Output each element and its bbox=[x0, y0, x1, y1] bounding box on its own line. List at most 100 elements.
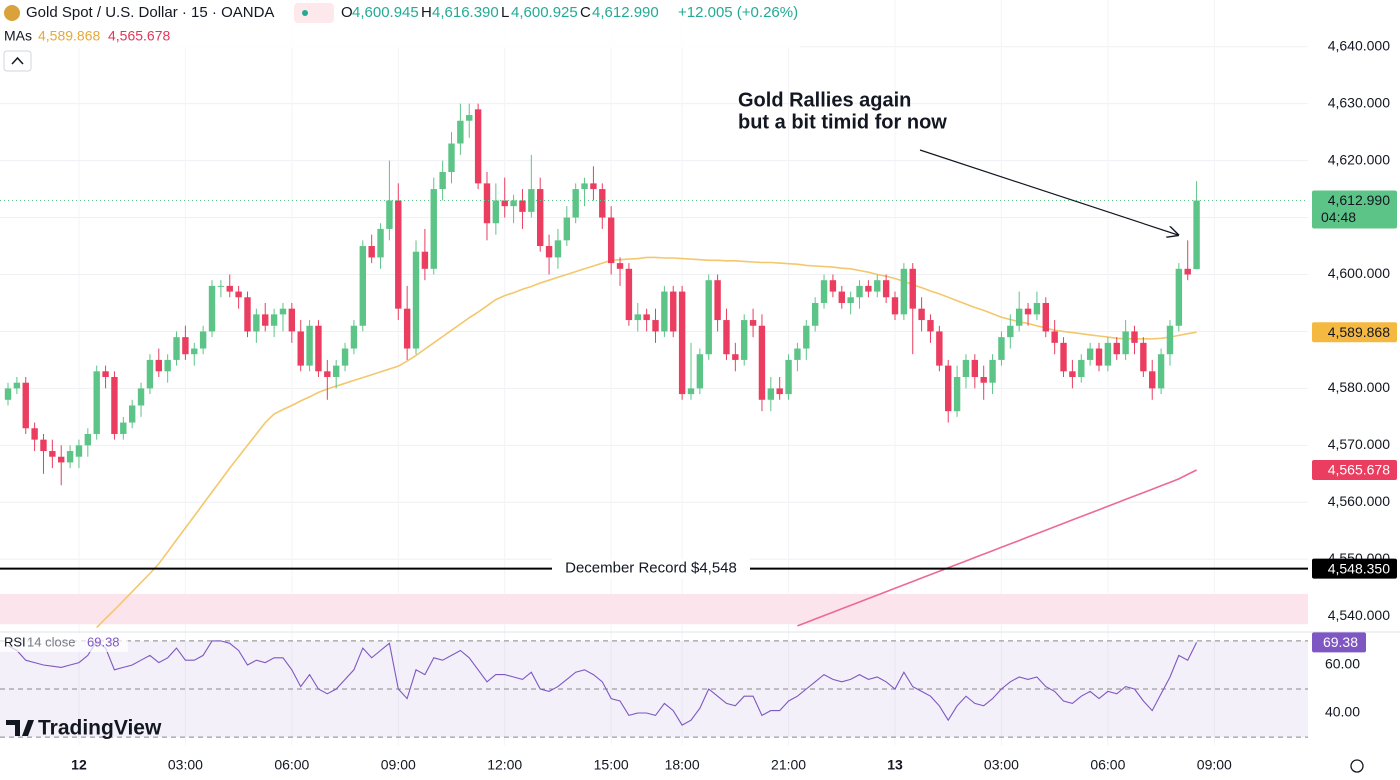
candle-body bbox=[253, 314, 260, 332]
candle-body bbox=[581, 183, 588, 190]
candle-body bbox=[324, 371, 331, 378]
candle-body bbox=[279, 308, 287, 315]
candle-body bbox=[13, 382, 21, 389]
candle-body bbox=[838, 291, 845, 303]
candle-body bbox=[572, 189, 579, 218]
candle-body bbox=[466, 115, 473, 121]
y-tick-label: 4,640.000 bbox=[1328, 37, 1390, 53]
price-tag-label: 4,565.678 bbox=[1328, 462, 1390, 478]
rsi-legend-bg bbox=[0, 634, 128, 652]
candle-body bbox=[217, 285, 225, 287]
rsi-tick-label: 40.00 bbox=[1325, 704, 1360, 720]
candle-body bbox=[297, 331, 304, 366]
candle-body bbox=[1033, 302, 1041, 315]
candle-body bbox=[40, 439, 47, 452]
symbol-title[interactable]: Gold Spot / U.S. Dollar · 15 · OANDA bbox=[26, 4, 274, 21]
candle-body bbox=[962, 359, 970, 378]
status-dot bbox=[302, 10, 308, 16]
candle-body bbox=[66, 451, 74, 463]
open-key: O bbox=[341, 4, 353, 21]
x-tick-label: 03:00 bbox=[168, 757, 203, 773]
collapse-icon bbox=[11, 56, 24, 65]
y-tick-label: 4,560.000 bbox=[1328, 493, 1390, 509]
candle-body bbox=[927, 320, 934, 332]
rsi-params: 14 close bbox=[27, 634, 75, 649]
price-tag bbox=[1312, 459, 1397, 480]
candle-body bbox=[430, 189, 437, 269]
candle-body bbox=[137, 388, 145, 406]
candle-body bbox=[847, 297, 854, 303]
record-label: December Record $4,548 bbox=[565, 560, 737, 577]
candle-body bbox=[989, 359, 996, 383]
candle-body bbox=[882, 280, 890, 298]
candle-body bbox=[1078, 359, 1085, 378]
x-tick-label: 09:00 bbox=[1197, 757, 1232, 773]
candle-body bbox=[208, 285, 216, 332]
candle-body bbox=[829, 280, 837, 292]
candle-body bbox=[1184, 268, 1191, 275]
settings-icon[interactable] bbox=[1350, 759, 1364, 773]
candle-body bbox=[510, 200, 517, 207]
candle-body bbox=[395, 200, 402, 309]
candle-body bbox=[146, 359, 154, 389]
candle-body bbox=[678, 291, 686, 395]
candle-body bbox=[1086, 348, 1094, 360]
candle-body bbox=[448, 143, 455, 172]
price-tag bbox=[1312, 322, 1397, 343]
high-key: H bbox=[421, 4, 432, 21]
candle-body bbox=[1122, 331, 1129, 355]
price-tag-label: 4,589.868 bbox=[1328, 324, 1390, 340]
y-tick-label: 4,630.000 bbox=[1328, 94, 1390, 110]
toggle[interactable] bbox=[294, 3, 334, 23]
candle-body bbox=[84, 433, 92, 446]
candle-body bbox=[359, 246, 366, 326]
candle-body bbox=[723, 320, 730, 355]
rsi-tag bbox=[1312, 632, 1366, 653]
rsi-value: 69.38 bbox=[87, 634, 120, 649]
x-tick-label: 18:00 bbox=[665, 757, 700, 773]
x-tick-label: 03:00 bbox=[984, 757, 1019, 773]
candle-body bbox=[599, 189, 606, 218]
candle-body bbox=[616, 263, 624, 269]
symbol-icon bbox=[4, 5, 20, 21]
ma1-value: 4,589.868 bbox=[38, 28, 100, 44]
candle-body bbox=[492, 200, 500, 224]
close-value: 4,612.990 bbox=[592, 4, 659, 21]
candle-body bbox=[741, 320, 748, 360]
logo-text: TradingView bbox=[38, 717, 162, 740]
candle-body bbox=[199, 331, 207, 349]
candle-body bbox=[403, 308, 411, 349]
candle-body bbox=[1175, 268, 1183, 326]
x-tick-label: 15:00 bbox=[594, 757, 629, 773]
low-key: L bbox=[501, 4, 509, 21]
candle-body bbox=[4, 388, 12, 400]
candle-body bbox=[971, 359, 979, 378]
last-price-label: 4,612.990 bbox=[1328, 192, 1390, 208]
candle-body bbox=[661, 291, 668, 332]
candle-body bbox=[457, 120, 464, 144]
candle-body bbox=[900, 268, 908, 315]
candle-body bbox=[1095, 348, 1103, 366]
collapse-button[interactable] bbox=[3, 50, 32, 72]
last-price-tag bbox=[1312, 190, 1397, 229]
candle-body bbox=[474, 109, 482, 184]
candle-body bbox=[1051, 331, 1058, 343]
candle-body bbox=[1157, 354, 1165, 389]
candle-body bbox=[1024, 308, 1032, 315]
candle-body bbox=[315, 325, 322, 372]
candle-body bbox=[501, 200, 508, 207]
candle-body bbox=[1042, 302, 1049, 332]
x-tick-label: 12:00 bbox=[487, 757, 522, 773]
candle-body bbox=[865, 285, 872, 292]
x-tick-label: 12 bbox=[71, 757, 87, 773]
ma-key: MAs bbox=[4, 28, 32, 44]
candle-body bbox=[874, 280, 881, 292]
candle-body bbox=[714, 280, 721, 321]
candle-body bbox=[953, 377, 961, 412]
candle-body bbox=[111, 377, 118, 434]
candle-body bbox=[120, 422, 127, 434]
candle-body bbox=[537, 189, 544, 247]
candle-body bbox=[332, 365, 340, 378]
change: +12.005 (+0.26%) bbox=[678, 4, 798, 21]
zone bbox=[0, 593, 1308, 625]
